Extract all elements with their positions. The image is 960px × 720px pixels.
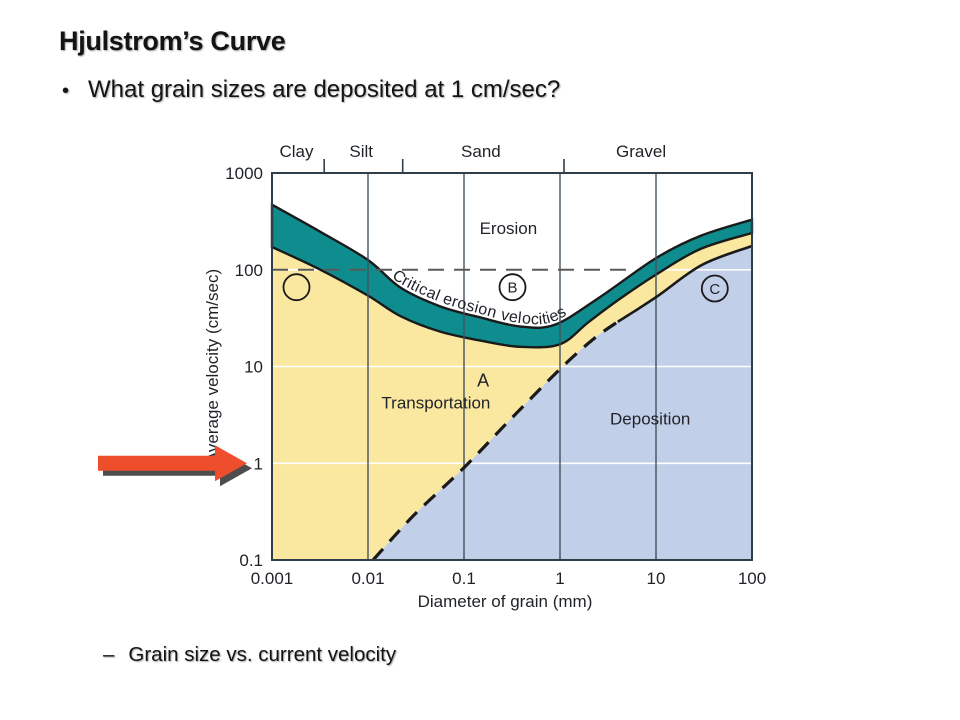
point-label-b: B xyxy=(507,280,517,297)
y-tick-label: 0.1 xyxy=(239,551,263,570)
deposition-region xyxy=(373,246,752,560)
circle-annotation-empty xyxy=(282,273,311,302)
circle-annotation-c xyxy=(700,274,729,303)
x-tick-label: 0.1 xyxy=(452,569,476,588)
y-tick-label: 1 xyxy=(254,454,263,473)
deposition-boundary-solid-line xyxy=(617,244,753,323)
x-tick-label: 0.01 xyxy=(351,569,384,588)
grain-class-silt: Silt xyxy=(349,142,373,161)
point-annotations: B C A xyxy=(282,273,729,390)
grain-class-clay: Clay xyxy=(279,142,314,161)
x-tick-label: 0.001 xyxy=(251,569,294,588)
point-label-c: C xyxy=(709,281,720,298)
transportation-label: Transportation xyxy=(381,393,490,412)
y-axis-title: Average velocity (cm/sec) xyxy=(203,269,222,463)
vertical-gridlines xyxy=(367,173,657,560)
bullet-question: What grain sizes are deposited at 1 cm/s… xyxy=(88,76,561,103)
grain-class-labels: Clay Silt Sand Gravel xyxy=(279,142,666,161)
deposition-boundary-dashed-line xyxy=(371,320,619,562)
x-tick-label: 1 xyxy=(555,569,564,588)
dash-icon: – xyxy=(103,643,115,666)
highlight-arrow xyxy=(98,445,252,487)
x-axis-title: Diameter of grain (mm) xyxy=(418,592,593,611)
deposition-label: Deposition xyxy=(610,410,690,429)
x-axis-tick-labels: 0.001 0.01 0.1 1 10 100 xyxy=(251,569,766,588)
footer-line: – Grain size vs. current velocity xyxy=(103,643,396,667)
bullet-icon: • xyxy=(62,80,70,102)
footer-caption: Grain size vs. current velocity xyxy=(128,643,397,666)
point-label-a: A xyxy=(477,370,489,390)
transportation-region xyxy=(272,233,752,560)
y-axis-tick-labels: 1000 100 10 1 0.1 xyxy=(225,164,263,570)
erosion-label: Erosion xyxy=(480,219,538,238)
grain-class-gravel: Gravel xyxy=(616,142,666,161)
y-tick-label: 1000 xyxy=(225,164,263,183)
plot-frame xyxy=(271,172,753,561)
x-tick-label: 10 xyxy=(647,569,666,588)
arrow-icon xyxy=(98,445,247,482)
bullet-line: • What grain sizes are deposited at 1 cm… xyxy=(62,76,560,106)
y-tick-label: 100 xyxy=(235,261,263,280)
slide-title: Hjulstrom’s Curve xyxy=(59,26,286,56)
grain-class-ticks xyxy=(323,159,565,172)
y-tick-label: 10 xyxy=(244,358,263,377)
x-tick-label: 100 xyxy=(738,569,766,588)
circle-annotation-b xyxy=(498,273,527,302)
grain-class-sand: Sand xyxy=(461,142,501,161)
